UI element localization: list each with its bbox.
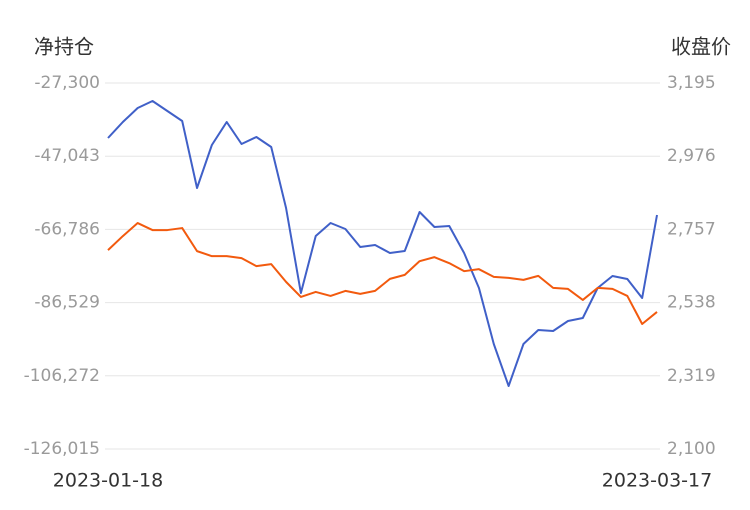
y2-axis-title: 收盘价 <box>671 35 731 59</box>
y-tick-label: -106,272 <box>24 366 100 386</box>
y2-tick-label: 2,976 <box>667 146 716 166</box>
y-tick-label: -47,043 <box>34 146 100 166</box>
y2-tick-label: 2,538 <box>667 293 716 313</box>
y2-tick-label: 3,195 <box>667 73 716 93</box>
y-axis-title: 净持仓 <box>34 35 94 59</box>
y-tick-label: -27,300 <box>34 73 100 93</box>
x-tick-label: 2023-01-18 <box>53 470 163 492</box>
y2-tick-label: 2,757 <box>667 219 716 239</box>
y-tick-label: -126,015 <box>24 439 100 459</box>
y2-tick-label: 2,319 <box>667 366 716 386</box>
y-tick-label: -86,529 <box>34 293 100 313</box>
y2-tick-label: 2,100 <box>667 439 716 459</box>
y-tick-label: -66,786 <box>34 219 100 239</box>
x-tick-label: 2023-03-17 <box>602 470 712 492</box>
line-series <box>107 222 658 325</box>
line-series <box>107 100 658 387</box>
